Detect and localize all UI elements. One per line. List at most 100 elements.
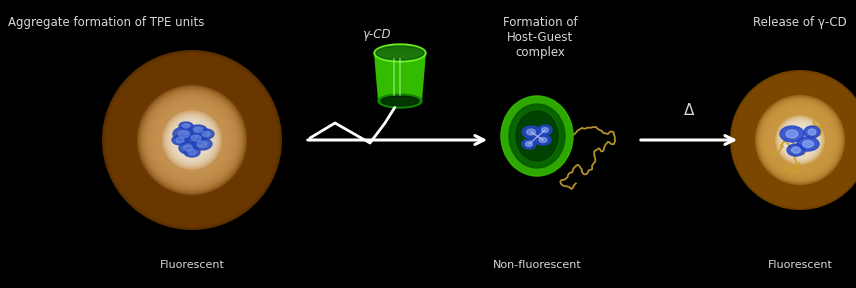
Circle shape bbox=[175, 124, 209, 156]
Circle shape bbox=[764, 104, 836, 176]
Circle shape bbox=[765, 105, 835, 175]
Circle shape bbox=[173, 120, 211, 160]
Circle shape bbox=[120, 68, 264, 212]
Circle shape bbox=[174, 122, 210, 158]
Ellipse shape bbox=[516, 111, 558, 161]
Circle shape bbox=[758, 98, 842, 182]
Circle shape bbox=[742, 82, 856, 198]
Circle shape bbox=[770, 110, 830, 170]
Circle shape bbox=[759, 99, 841, 181]
Circle shape bbox=[142, 90, 241, 190]
Circle shape bbox=[779, 119, 821, 161]
Circle shape bbox=[136, 84, 248, 196]
Circle shape bbox=[737, 77, 856, 203]
Circle shape bbox=[163, 111, 222, 169]
Circle shape bbox=[782, 122, 817, 158]
Circle shape bbox=[154, 102, 230, 178]
Ellipse shape bbox=[192, 138, 212, 150]
Circle shape bbox=[137, 85, 247, 195]
Circle shape bbox=[764, 103, 837, 177]
Circle shape bbox=[763, 103, 837, 177]
Circle shape bbox=[147, 95, 237, 185]
Circle shape bbox=[772, 112, 828, 168]
Circle shape bbox=[751, 91, 849, 189]
Text: Formation of
Host-Guest
complex: Formation of Host-Guest complex bbox=[502, 16, 577, 59]
Circle shape bbox=[158, 105, 227, 175]
Circle shape bbox=[159, 107, 225, 173]
Circle shape bbox=[138, 86, 246, 194]
Circle shape bbox=[771, 111, 829, 168]
Circle shape bbox=[744, 84, 856, 196]
Circle shape bbox=[780, 120, 820, 160]
Ellipse shape bbox=[804, 126, 820, 138]
Circle shape bbox=[761, 101, 839, 179]
Ellipse shape bbox=[378, 94, 422, 108]
Polygon shape bbox=[374, 53, 426, 101]
Ellipse shape bbox=[539, 137, 547, 143]
Circle shape bbox=[746, 86, 854, 194]
Circle shape bbox=[776, 116, 823, 164]
Circle shape bbox=[113, 61, 270, 219]
Circle shape bbox=[145, 92, 240, 188]
Circle shape bbox=[787, 126, 814, 154]
Circle shape bbox=[769, 109, 831, 171]
Circle shape bbox=[156, 104, 228, 176]
Circle shape bbox=[152, 100, 232, 180]
Circle shape bbox=[165, 113, 219, 167]
Ellipse shape bbox=[182, 124, 189, 128]
Circle shape bbox=[775, 115, 825, 165]
Ellipse shape bbox=[176, 137, 184, 143]
Circle shape bbox=[755, 95, 845, 185]
Ellipse shape bbox=[202, 132, 210, 137]
Circle shape bbox=[758, 98, 842, 182]
Circle shape bbox=[169, 118, 215, 162]
Circle shape bbox=[788, 128, 812, 153]
Ellipse shape bbox=[501, 96, 573, 176]
Circle shape bbox=[782, 122, 818, 158]
Circle shape bbox=[734, 73, 856, 206]
Circle shape bbox=[155, 103, 229, 177]
Circle shape bbox=[777, 118, 823, 162]
Ellipse shape bbox=[186, 132, 206, 144]
Ellipse shape bbox=[189, 125, 207, 135]
Circle shape bbox=[770, 110, 829, 170]
Circle shape bbox=[166, 114, 217, 166]
Circle shape bbox=[749, 89, 851, 191]
Circle shape bbox=[777, 118, 823, 162]
Ellipse shape bbox=[542, 128, 549, 132]
Circle shape bbox=[163, 111, 221, 169]
Ellipse shape bbox=[509, 104, 565, 168]
Circle shape bbox=[774, 114, 826, 166]
Circle shape bbox=[140, 88, 244, 192]
Circle shape bbox=[158, 106, 226, 174]
Circle shape bbox=[782, 122, 817, 158]
Ellipse shape bbox=[172, 135, 188, 145]
Circle shape bbox=[118, 66, 266, 214]
Circle shape bbox=[169, 118, 215, 162]
Ellipse shape bbox=[538, 125, 552, 135]
Circle shape bbox=[760, 100, 841, 180]
Circle shape bbox=[106, 54, 277, 226]
Circle shape bbox=[747, 88, 853, 192]
Circle shape bbox=[111, 59, 273, 221]
Ellipse shape bbox=[786, 130, 798, 138]
Ellipse shape bbox=[374, 44, 426, 62]
Ellipse shape bbox=[179, 130, 189, 137]
Circle shape bbox=[781, 120, 819, 160]
Ellipse shape bbox=[787, 144, 805, 156]
Ellipse shape bbox=[173, 127, 195, 141]
Circle shape bbox=[150, 98, 235, 182]
Circle shape bbox=[779, 119, 821, 161]
Circle shape bbox=[776, 116, 824, 164]
Circle shape bbox=[754, 94, 846, 185]
Circle shape bbox=[152, 99, 233, 181]
Circle shape bbox=[145, 93, 239, 187]
Ellipse shape bbox=[808, 129, 816, 135]
Circle shape bbox=[752, 93, 847, 187]
Ellipse shape bbox=[792, 147, 800, 153]
Circle shape bbox=[757, 96, 843, 183]
Circle shape bbox=[732, 72, 856, 208]
Circle shape bbox=[164, 113, 219, 168]
Text: Fluorescent: Fluorescent bbox=[768, 260, 832, 270]
Ellipse shape bbox=[381, 96, 419, 106]
